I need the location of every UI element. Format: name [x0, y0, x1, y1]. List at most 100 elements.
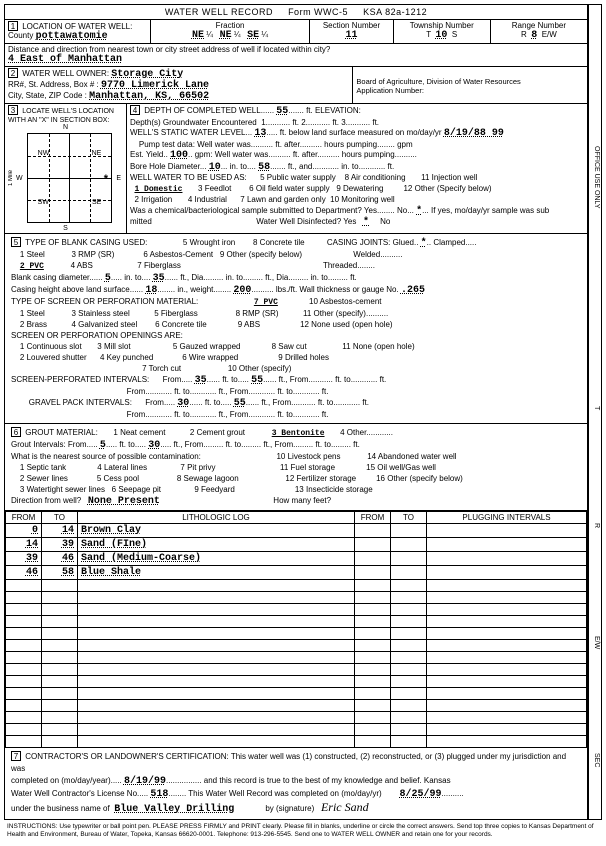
- bcd-to: 35: [153, 273, 165, 284]
- section-7-num: 7: [11, 751, 21, 761]
- bore-ft: ft., and: [288, 162, 312, 171]
- biz-label: under the business name of: [11, 804, 110, 813]
- sw-label: SW: [38, 199, 49, 206]
- bcd-into3: in. to: [311, 273, 328, 282]
- table-row: 3946Sand (Medium-Coarse): [6, 552, 587, 566]
- gpi-ft2: ft.: [322, 410, 329, 419]
- side-t: T: [588, 349, 601, 466]
- sec3-heading: LOCATE WELL'S LOCATION WITH AN "X" IN SE…: [8, 108, 114, 124]
- table-row: [6, 688, 587, 700]
- u12: 12 Other (Specify below): [403, 184, 491, 193]
- range-label: Range Number: [512, 21, 566, 30]
- j-star: *: [421, 238, 427, 249]
- county-label: County: [8, 31, 33, 40]
- gpi-from: From: [145, 398, 164, 407]
- log-h-to: TO: [42, 512, 78, 524]
- side-sec: SEC: [588, 702, 601, 819]
- u8: 8 Air conditioning: [345, 173, 406, 182]
- p15: 15 Oil well/Gas well: [366, 463, 436, 472]
- s3: 3 Stainless steel: [71, 309, 129, 318]
- dir-w: W: [14, 175, 25, 182]
- gpi-v1: 30: [177, 398, 189, 409]
- p5: 5 Cess pool: [97, 474, 139, 483]
- u3: 3 Feedlot: [198, 184, 231, 193]
- bcd-ftdia: ft., Dia: [180, 273, 203, 282]
- swl-date: 8/19/88 99: [444, 128, 504, 139]
- spi-fto: ft. to: [335, 375, 351, 384]
- spi-ftfrom: ft., From: [279, 375, 309, 384]
- elev-label: ft. ELEVATION:: [306, 106, 361, 115]
- p16: 16 Other (specify below): [376, 474, 463, 483]
- gpi-to2: ft. to: [174, 410, 190, 419]
- spi-ftfrom2: ft., From: [219, 387, 249, 396]
- log-h-lith: LITHOLOGIC LOG: [78, 512, 355, 524]
- log-h-plug: PLUGGING INTERVALS: [427, 512, 587, 524]
- p7: 7 Pit privy: [180, 463, 215, 472]
- log-h-to2: TO: [391, 512, 427, 524]
- bcd-in: in. to: [124, 273, 141, 282]
- board-label: Board of Agriculture, Division of Water …: [356, 77, 520, 86]
- o4: 4 Key punched: [100, 353, 153, 362]
- range-value: 8: [531, 30, 537, 41]
- section-7: 7 CONTRACTOR'S OR LANDOWNER'S CERTIFICAT…: [5, 748, 587, 819]
- u4: 4 Industrial: [188, 195, 227, 204]
- form-no: Form WWC-5: [288, 7, 348, 17]
- c2: 2 PVC: [20, 262, 44, 271]
- township-label: Township Number: [410, 21, 474, 30]
- pump-hrs: hours pumping: [324, 140, 377, 149]
- gi-fto3: ft. to: [315, 440, 331, 449]
- dist-value: 4 East of Manhattan: [8, 54, 122, 65]
- chl-gauge: .265: [401, 285, 425, 296]
- section-label: Section Number: [323, 21, 380, 30]
- gi-label: Grout Intervals: From: [11, 440, 87, 449]
- o6: 6 Wire wrapped: [182, 353, 238, 362]
- q3: ¼: [261, 30, 268, 39]
- section-2-num: 2: [8, 68, 18, 78]
- mile-label: 1 Mile: [8, 170, 14, 186]
- gpi-v2: 55: [234, 398, 246, 409]
- spi-v1: 35: [195, 375, 207, 386]
- sec1-heading: LOCATION OF WATER WELL:: [22, 22, 132, 31]
- s10: 10 Asbestos-cement: [309, 297, 381, 306]
- spi-ft2: ft.: [322, 387, 329, 396]
- table-row: [6, 712, 587, 724]
- chl-label: Casing height above land surface: [11, 285, 130, 294]
- section-6-num: 6: [11, 427, 21, 437]
- side-labels: OFFICE USE ONLY T R E/W SEC: [587, 5, 601, 819]
- table-row: [6, 592, 587, 604]
- spi-to: ft. to: [222, 375, 238, 384]
- chem-star: *: [416, 206, 422, 217]
- section-1-row: 1 LOCATION OF WATER WELL: County pottawa…: [5, 20, 587, 44]
- gw1: 1.: [261, 118, 268, 127]
- u10: 10 Monitoring well: [330, 195, 394, 204]
- range-dir: E/W: [542, 30, 557, 39]
- c8: 8 Concrete tile: [253, 238, 305, 247]
- section-3-num: 3: [8, 105, 18, 115]
- open-label: SCREEN OR PERFORATION OPENINGS ARE:: [11, 331, 183, 340]
- comp-label: completed on (mo/day/year): [11, 776, 111, 785]
- township-value: 10: [435, 30, 447, 41]
- side-r: R: [588, 467, 601, 584]
- spi-to2: ft. to: [174, 387, 190, 396]
- c6: 6 Asbestos-Cement: [143, 250, 213, 259]
- gpi-fto: ft. to: [318, 398, 334, 407]
- gwend: ft.: [372, 118, 379, 127]
- c3: 3 RMP (SR): [71, 250, 114, 259]
- cert: CONTRACTOR'S OR LANDOWNER'S CERTIFICATIO…: [11, 752, 566, 773]
- table-row: [6, 580, 587, 592]
- sec6-heading: GROUT MATERIAL:: [25, 428, 98, 437]
- section-6: 6 GROUT MATERIAL: 1 Neat cement 2 Cement…: [5, 424, 587, 511]
- lithologic-log-table: FROM TO LITHOLOGIC LOG FROM TO PLUGGING …: [5, 511, 587, 748]
- spi-v2: 55: [251, 375, 263, 386]
- p13: 13 Insecticide storage: [295, 485, 373, 494]
- o11: 11 None (open hole): [342, 342, 414, 351]
- p9: 9 Feedyard: [194, 485, 234, 494]
- s7: 7 PVC: [254, 298, 278, 307]
- s4: 4 Galvanized steel: [71, 320, 137, 329]
- u1: 1 Domestic: [134, 185, 182, 194]
- dir-n: N: [8, 124, 123, 131]
- p10: 10 Livestock pens: [276, 452, 340, 461]
- section-2-row: 2 WATER WELL OWNER: Storage City RR#, St…: [5, 67, 587, 104]
- log-h-from: FROM: [6, 512, 42, 524]
- bcd-ft: ft.: [350, 273, 357, 282]
